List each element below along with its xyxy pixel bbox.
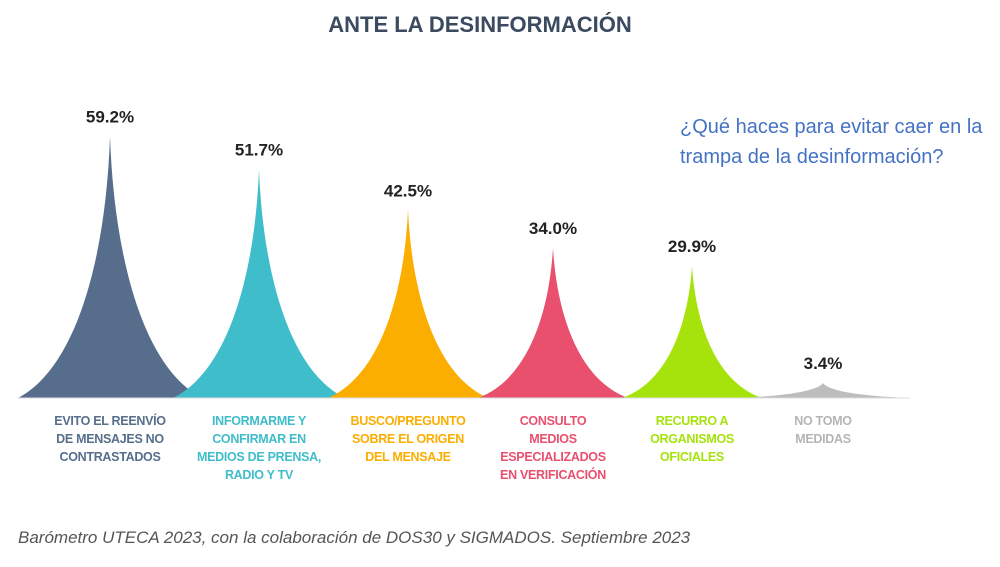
category-label: NO TOMO MEDIDAS	[794, 414, 852, 446]
data-label: 51.7%	[235, 141, 283, 160]
chart-question: ¿Qué haces para evitar caer en la trampa…	[680, 116, 983, 168]
data-label: 29.9%	[668, 237, 716, 256]
category-label: RECURRO A ORGANISMOS OFICIALES	[650, 414, 734, 464]
category-label: CONSULTO MEDIOS ESPECIALIZADOS EN VERIFI…	[500, 414, 606, 482]
data-label: 34.0%	[529, 219, 577, 238]
spike-mark	[733, 382, 913, 398]
spike-mark	[622, 265, 762, 398]
data-label: 59.2%	[86, 108, 134, 127]
spike-mark	[478, 247, 628, 398]
data-label: 42.5%	[384, 181, 432, 200]
spike-mark	[328, 210, 488, 398]
category-label: BUSCO/PREGUNTO SOBRE EL ORIGEN DEL MENSA…	[350, 414, 466, 464]
chart-title: ANTE LA DESINFORMACIÓN	[328, 12, 632, 37]
data-label: 3.4%	[804, 354, 843, 373]
spike-mark	[18, 136, 202, 399]
category-label: INFORMARME Y CONFIRMAR EN MEDIOS DE PREN…	[196, 414, 322, 482]
category-label: EVITO EL REENVÍO DE MENSAJES NO CONTRAST…	[54, 414, 166, 464]
source-note: Barómetro UTECA 2023, con la colaboració…	[18, 528, 691, 547]
spike-mark	[173, 169, 345, 398]
